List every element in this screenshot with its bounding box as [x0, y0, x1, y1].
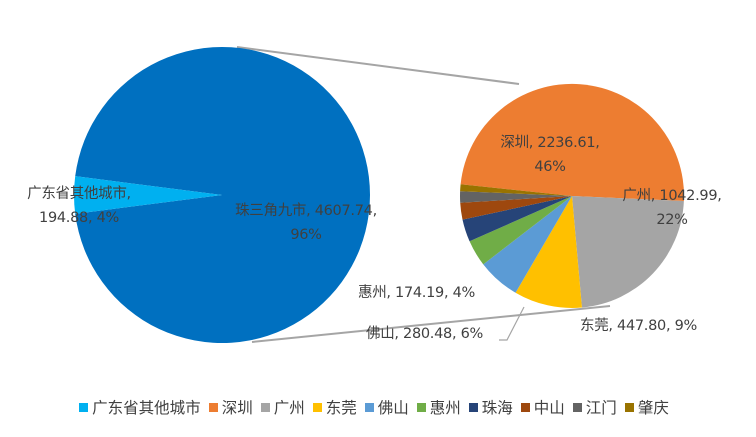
label-shenzhen: 深圳, 2236.61, 46% [490, 131, 610, 179]
legend-swatch-icon [312, 402, 322, 412]
legend-label: 惠州 [429, 399, 461, 417]
legend-item[interactable]: 珠海 [468, 396, 513, 418]
legend-label: 佛山 [377, 399, 409, 417]
legend-swatch-icon [468, 402, 478, 412]
secondary-pie-slice [460, 184, 572, 196]
label-other-cities-line1: 广东省其他城市, [27, 186, 131, 202]
label-shenzhen-line1: 深圳, 2236.61, [500, 135, 600, 151]
primary-pie [73, 46, 370, 344]
secondary-pie [460, 83, 685, 309]
label-prd-line1: 珠三角九市, 4607.74, [235, 203, 377, 219]
connector-lines [236, 46, 611, 343]
legend-item[interactable]: 广东省其他城市 [79, 396, 201, 418]
secondary-pie-slice [460, 196, 572, 220]
label-prd-line2: 96% [290, 227, 322, 243]
legend-label: 深圳 [221, 399, 253, 417]
legend-item[interactable]: 深圳 [208, 396, 253, 418]
legend-label: 肇庆 [637, 399, 669, 417]
legend-label: 广东省其他城市 [92, 399, 201, 417]
label-dongguan: 东莞, 447.80, 9% [580, 318, 697, 334]
legend-swatch-icon [416, 402, 426, 412]
legend-label: 广州 [273, 399, 305, 417]
secondary-pie-slice [515, 196, 582, 309]
label-shenzhen-line2: 46% [534, 159, 566, 175]
label-guangzhou-line1: 广州, 1042.99, [622, 188, 722, 204]
legend-swatch-icon [624, 402, 634, 412]
legend-item[interactable]: 肇庆 [624, 396, 669, 418]
legend-swatch-icon [572, 402, 582, 412]
connector-line-bottom [251, 305, 611, 343]
secondary-pie-slice [483, 196, 572, 293]
legend-swatch-icon [260, 402, 270, 412]
secondary-pie-slice [462, 196, 572, 242]
label-guangzhou-line2: 22% [656, 212, 688, 228]
label-other-cities: 广东省其他城市, 194.88, 4% [4, 182, 154, 230]
legend-label: 中山 [533, 399, 565, 417]
label-prd-nine-cities: 珠三角九市, 4607.74, 96% [216, 199, 396, 247]
legend-item[interactable]: 惠州 [416, 396, 461, 418]
label-other-cities-line2: 194.88, 4% [39, 210, 119, 226]
legend-item[interactable]: 广州 [260, 396, 305, 418]
legend-label: 江门 [585, 399, 617, 417]
label-guangzhou: 广州, 1042.99, 22% [612, 184, 732, 232]
secondary-pie-slice [572, 196, 684, 308]
legend-swatch-icon [520, 402, 530, 412]
legend-item[interactable]: 东莞 [312, 396, 357, 418]
legend-item[interactable]: 江门 [572, 396, 617, 418]
legend-swatch-icon [79, 402, 89, 412]
legend-swatch-icon [364, 402, 374, 412]
foshan-leader-line [499, 306, 525, 341]
legend-label: 珠海 [481, 399, 513, 417]
chart-legend: 广东省其他城市 深圳 广州 东莞 佛山 惠州 珠海 中山 江门 肇庆 [0, 396, 756, 418]
primary-pie-slice [73, 176, 222, 214]
primary-pie-slice [75, 46, 370, 344]
legend-item[interactable]: 中山 [520, 396, 565, 418]
legend-item[interactable]: 佛山 [364, 396, 409, 418]
legend-label: 东莞 [325, 399, 357, 417]
secondary-pie-slice [460, 83, 685, 202]
label-foshan: 佛山, 280.48, 6% [366, 326, 483, 342]
secondary-pie-slice [460, 191, 572, 203]
secondary-pie-slice [469, 196, 572, 265]
legend-swatch-icon [208, 402, 218, 412]
connector-line-top [236, 46, 520, 85]
label-huizhou: 惠州, 174.19, 4% [358, 285, 475, 301]
